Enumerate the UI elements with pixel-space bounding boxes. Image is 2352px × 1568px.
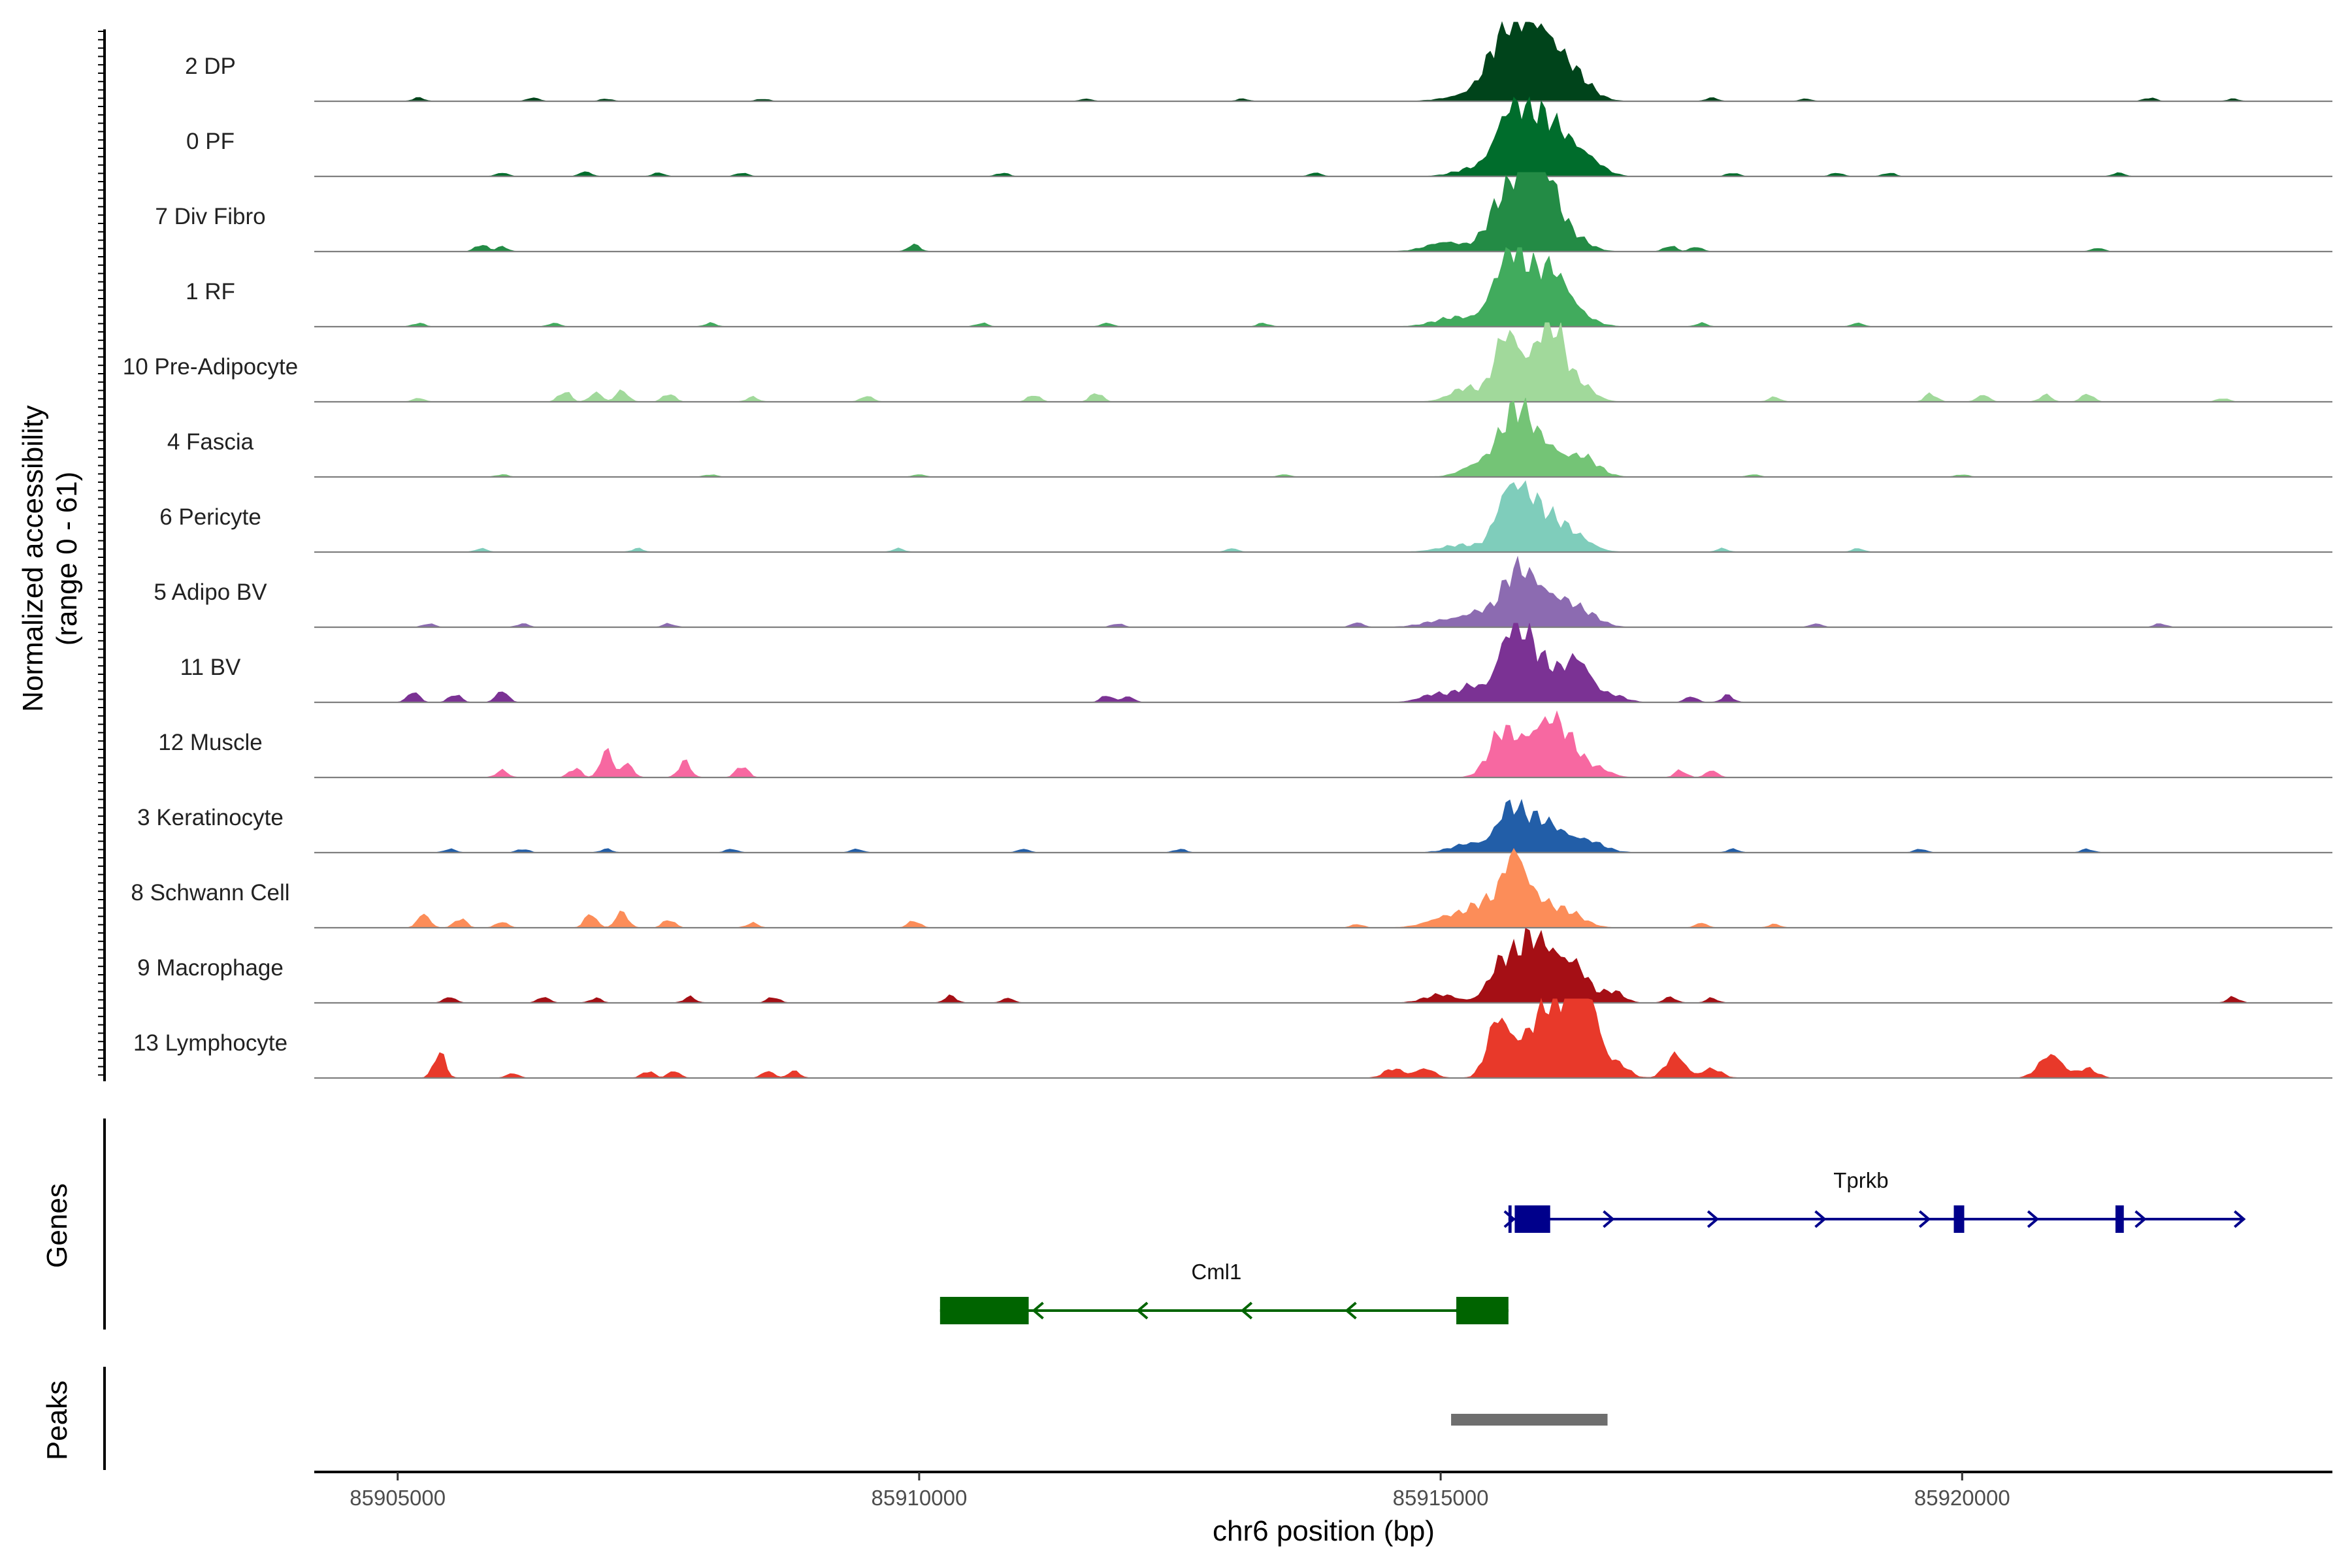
coverage-area-3-keratinocyte	[314, 798, 2332, 853]
coverage-area-13-lymphocyte	[314, 998, 2332, 1079]
coverage-area-8-schwann-cell	[314, 847, 2332, 928]
peaks-track	[1451, 1414, 1608, 1426]
strand-arrow-icon	[2234, 1210, 2246, 1228]
gene-exon-cml1	[1456, 1297, 1509, 1324]
peak-region	[1451, 1414, 1608, 1426]
strand-arrow-icon	[1345, 1301, 1357, 1320]
gene-exon-tprkb	[1514, 1205, 1550, 1233]
track-label-8-schwann-cell: 8 Schwann Cell	[131, 880, 289, 906]
coverage-area-11-bv	[314, 623, 2332, 703]
strand-arrow-icon	[1814, 1210, 1827, 1228]
genes-panel-label: Genes	[41, 1183, 73, 1268]
strand-arrow-icon	[1136, 1301, 1149, 1320]
strand-arrow-icon	[1454, 1301, 1467, 1320]
gene-exon-tprkb	[1508, 1205, 1512, 1233]
coverage-area-5-adipo-bv	[314, 555, 2332, 628]
coverage-y-axis	[98, 29, 106, 1081]
coverage-area-1-rf	[314, 247, 2332, 327]
track-10-pre-adipocyte: 10 Pre-Adipocyte	[123, 322, 2332, 403]
track-1-rf: 1 RF	[186, 247, 2332, 328]
track-label-12-muscle: 12 Muscle	[158, 730, 263, 755]
track-label-9-macrophage: 9 Macrophage	[137, 955, 284, 981]
track-label-13-lymphocyte: 13 Lymphocyte	[133, 1030, 287, 1056]
gene-label-cml1: Cml1	[1191, 1260, 1241, 1284]
strand-arrow-icon	[1240, 1301, 1253, 1320]
coverage-area-6-pericyte	[314, 480, 2332, 553]
strand-arrow-icon	[1603, 1210, 1615, 1228]
strand-arrow-icon	[2134, 1210, 2147, 1228]
gene-exon-cml1	[939, 1297, 1029, 1324]
track-label-0-pf: 0 PF	[186, 129, 235, 154]
track-label-7-div-fibro: 7 Div Fibro	[155, 204, 265, 229]
genes-track: Tprkb Cml1	[939, 1168, 2246, 1324]
track-label-6-pericyte: 6 Pericyte	[159, 504, 261, 530]
track-13-lymphocyte: 13 Lymphocyte	[133, 998, 2332, 1079]
strand-arrow-icon	[1918, 1210, 1931, 1228]
x-tick-label: 85915000	[1393, 1486, 1489, 1510]
coverage-area-0-pf	[314, 96, 2332, 177]
track-12-muscle: 12 Muscle	[158, 710, 2332, 779]
gene-label-tprkb: Tprkb	[1833, 1168, 1888, 1192]
x-axis-ticks: 85905000 85910000 85915000 85920000	[350, 1472, 2010, 1510]
strand-arrow-icon	[2027, 1210, 2040, 1228]
track-label-2-dp: 2 DP	[185, 54, 236, 79]
coverage-area-2-dp	[314, 21, 2332, 102]
track-2-dp: 2 DP	[185, 21, 2332, 103]
coverage-area-10-pre-adipocyte	[314, 322, 2332, 402]
track-3-keratinocyte: 3 Keratinocyte	[137, 798, 2332, 854]
track-0-pf: 0 PF	[186, 96, 2332, 178]
track-label-1-rf: 1 RF	[186, 279, 235, 304]
coverage-area-9-macrophage	[314, 928, 2332, 1004]
gene-exon-tprkb	[2115, 1205, 2124, 1233]
gene-tprkb: Tprkb	[1503, 1168, 2246, 1233]
track-label-4-fascia: 4 Fascia	[167, 429, 254, 455]
x-tick-label: 85905000	[350, 1486, 446, 1510]
x-axis-title: chr6 position (bp)	[1213, 1515, 1435, 1547]
y-axis-title-line1: Normalized accessibility	[17, 405, 49, 711]
track-9-macrophage: 9 Macrophage	[137, 928, 2332, 1004]
strand-arrow-icon	[1503, 1210, 1516, 1228]
coverage-tracks: 2 DP 0 PF 7 Div Fibro 1 RF 10 Pre-Adipocyte 4…	[123, 21, 2332, 1079]
track-6-pericyte: 6 Pericyte	[159, 480, 2332, 553]
coverage-area-12-muscle	[314, 710, 2332, 778]
x-tick-label: 85920000	[1914, 1486, 2010, 1510]
track-4-fascia: 4 Fascia	[167, 397, 2332, 478]
track-label-10-pre-adipocyte: 10 Pre-Adipocyte	[123, 354, 298, 380]
track-7-div-fibro: 7 Div Fibro	[155, 172, 2332, 253]
x-tick-label: 85910000	[871, 1486, 967, 1510]
track-11-bv: 11 BV	[180, 623, 2332, 704]
gene-exon-tprkb	[1953, 1205, 1965, 1233]
coverage-area-4-fascia	[314, 397, 2332, 478]
track-8-schwann-cell: 8 Schwann Cell	[131, 847, 2332, 929]
strand-arrow-icon	[1032, 1301, 1044, 1320]
coverage-area-7-div-fibro	[314, 172, 2332, 252]
track-label-11-bv: 11 BV	[180, 655, 241, 680]
y-axis-title-line2: (range 0 - 61)	[51, 472, 83, 646]
strand-arrow-icon	[1707, 1210, 1720, 1228]
peaks-panel-label: Peaks	[41, 1380, 73, 1460]
track-label-5-adipo-bv: 5 Adipo BV	[154, 580, 267, 605]
gene-cml1: Cml1	[939, 1260, 1509, 1324]
track-label-3-keratinocyte: 3 Keratinocyte	[137, 805, 284, 830]
track-5-adipo-bv: 5 Adipo BV	[154, 555, 2332, 629]
